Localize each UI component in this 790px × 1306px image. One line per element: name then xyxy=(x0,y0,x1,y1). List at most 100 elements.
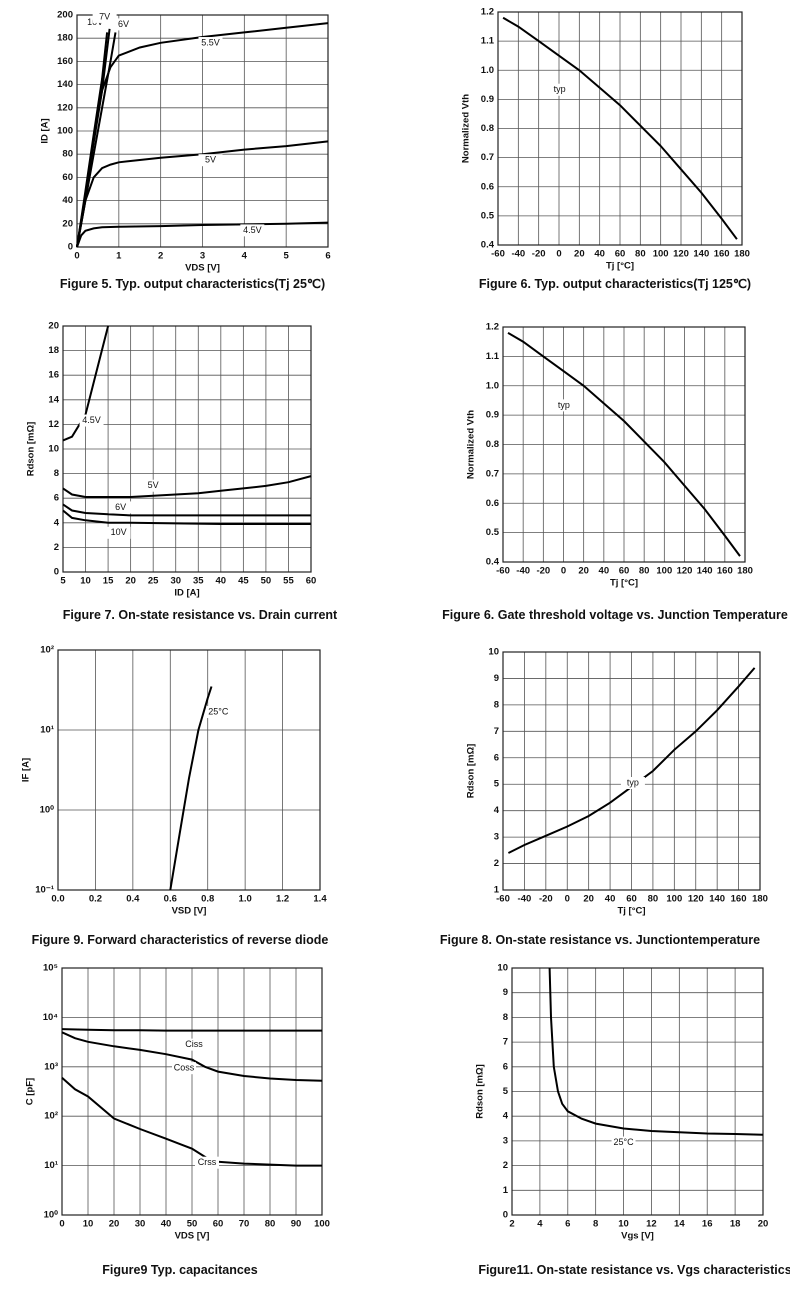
x-tick-label: 80 xyxy=(265,1219,276,1230)
x-tick-label: -20 xyxy=(532,249,546,260)
y-tick-label: 1.2 xyxy=(486,322,499,333)
figure-caption: Figure11. On-state resistance vs. Vgs ch… xyxy=(478,1263,790,1277)
y-tick-label: 20 xyxy=(62,218,73,229)
y-tick-label: 4 xyxy=(54,517,60,528)
y-tick-label: 0.6 xyxy=(481,181,494,192)
y-axis-label: Rdson [mΩ] xyxy=(475,1064,486,1119)
chart: -60 -40 -20 0 20 40 60 80 100 120 140 160 180 0.4 0.5 0… xyxy=(461,7,750,272)
curve-label: Ciss xyxy=(185,1039,203,1049)
y-tick-label: 10¹ xyxy=(44,1160,58,1171)
chart: 0 10 20 30 40 50 60 70 80 90 100 10⁰ 10¹ 10² 10³ 10⁴ 10⁵… xyxy=(25,963,330,1242)
y-tick-label: 7 xyxy=(494,726,499,737)
x-tick-label: 6 xyxy=(325,251,330,262)
y-tick-label: 200 xyxy=(57,10,73,21)
x-tick-label: 160 xyxy=(714,249,730,260)
y-tick-label: 0.5 xyxy=(481,210,495,221)
x-tick-label: 0 xyxy=(565,894,570,905)
x-tick-label: 1 xyxy=(116,251,122,262)
y-tick-label: 10⁰ xyxy=(44,1210,59,1221)
x-tick-label: 140 xyxy=(709,894,725,905)
y-tick-label: 10¹ xyxy=(40,725,54,736)
y-tick-label: 5 xyxy=(503,1086,509,1097)
x-tick-label: 100 xyxy=(666,894,682,905)
x-tick-label: 20 xyxy=(125,576,136,587)
x-tick-label: 12 xyxy=(646,1219,657,1230)
y-axis-label: Normalized Vth xyxy=(466,410,477,479)
x-tick-label: 120 xyxy=(688,894,704,905)
x-tick-label: 8 xyxy=(593,1219,598,1230)
x-tick-label: 18 xyxy=(730,1219,741,1230)
figure-caption: Figure 9. Forward characteristics of rev… xyxy=(31,933,329,947)
y-axis-label: ID [A] xyxy=(40,118,51,143)
y-tick-label: 1.1 xyxy=(481,36,495,47)
x-tick-label: 0 xyxy=(59,1219,64,1230)
y-tick-label: 3 xyxy=(494,832,499,843)
x-tick-label: 0.4 xyxy=(126,894,140,905)
curve-label: 4.5V xyxy=(243,225,262,235)
x-tick-label: 1.4 xyxy=(313,894,327,905)
curve-label: 25°C xyxy=(208,706,229,716)
x-tick-label: 60 xyxy=(626,894,637,905)
x-tick-label: 180 xyxy=(734,249,750,260)
y-tick-label: 80 xyxy=(62,149,73,160)
curve xyxy=(62,503,311,517)
x-tick-label: 16 xyxy=(702,1219,713,1230)
chart: -60 -40 -20 0 20 40 60 80 100 120 140 160 180 0.4 0.5 0… xyxy=(466,322,753,589)
x-tick-label: -20 xyxy=(539,894,553,905)
curve-label-background xyxy=(106,526,131,539)
curve xyxy=(61,1028,322,1032)
x-tick-label: -60 xyxy=(496,566,510,577)
x-tick-label: 40 xyxy=(594,249,605,260)
curve-label-background xyxy=(182,1038,206,1051)
x-tick-label: 120 xyxy=(677,566,693,577)
x-tick-label: 70 xyxy=(239,1219,250,1230)
x-tick-label: 2 xyxy=(509,1219,514,1230)
x-axis-label: VDS [V] xyxy=(175,1231,210,1242)
x-tick-label: 140 xyxy=(693,249,709,260)
x-tick-label: 100 xyxy=(656,566,672,577)
y-axis-label: Rdson [mΩ] xyxy=(26,422,37,477)
x-tick-label: 140 xyxy=(697,566,713,577)
y-tick-label: 10⁴ xyxy=(43,1012,59,1023)
curve-label-background xyxy=(206,706,231,718)
y-axis-label: Normalized Vth xyxy=(461,94,472,163)
x-axis-label: VSD [V] xyxy=(172,906,207,917)
x-tick-label: 90 xyxy=(291,1219,302,1230)
x-tick-label: 80 xyxy=(635,249,646,260)
y-tick-label: 2 xyxy=(494,858,499,869)
x-tick-label: -40 xyxy=(516,566,530,577)
y-tick-label: 14 xyxy=(48,394,59,405)
x-tick-label: 1.2 xyxy=(276,894,289,905)
x-tick-label: 3 xyxy=(200,251,205,262)
x-tick-label: 0.0 xyxy=(51,894,64,905)
y-tick-label: 0.8 xyxy=(486,439,499,450)
x-axis-label: Tj [°C] xyxy=(610,578,638,589)
curve-label-background xyxy=(240,224,265,237)
x-tick-label: 40 xyxy=(599,566,610,577)
x-tick-label: 160 xyxy=(717,566,733,577)
x-tick-label: 60 xyxy=(615,249,626,260)
y-tick-label: 100 xyxy=(57,126,73,137)
curve-label-background xyxy=(611,1136,636,1149)
y-tick-label: 6 xyxy=(503,1061,508,1072)
chart: 5 10 15 20 25 30 35 40 45 50 55 60 0 2 4 6 8 10 12 14 16 18 20… xyxy=(26,321,317,599)
x-tick-label: 60 xyxy=(306,576,317,587)
y-tick-label: 140 xyxy=(57,79,73,90)
curve-label-background xyxy=(551,399,576,412)
x-tick-label: 25 xyxy=(148,576,159,587)
y-tick-label: 0 xyxy=(68,242,73,253)
curve-label: 6V xyxy=(118,19,129,29)
y-tick-label: 3 xyxy=(503,1135,508,1146)
x-tick-label: 40 xyxy=(216,576,227,587)
curve-label: Crss xyxy=(198,1157,217,1167)
figure-caption: Figure 5. Typ. output characteristics(Tj… xyxy=(59,277,326,291)
x-tick-label: 80 xyxy=(639,566,650,577)
y-tick-label: 5 xyxy=(494,779,500,790)
y-tick-label: 1.1 xyxy=(486,351,500,362)
x-tick-label: -40 xyxy=(518,894,532,905)
curve xyxy=(169,686,213,891)
curve-label: 10V xyxy=(111,527,127,537)
curve xyxy=(61,1031,323,1082)
x-axis-label: Vgs [V] xyxy=(621,1231,654,1242)
curve-label-background xyxy=(198,37,223,50)
